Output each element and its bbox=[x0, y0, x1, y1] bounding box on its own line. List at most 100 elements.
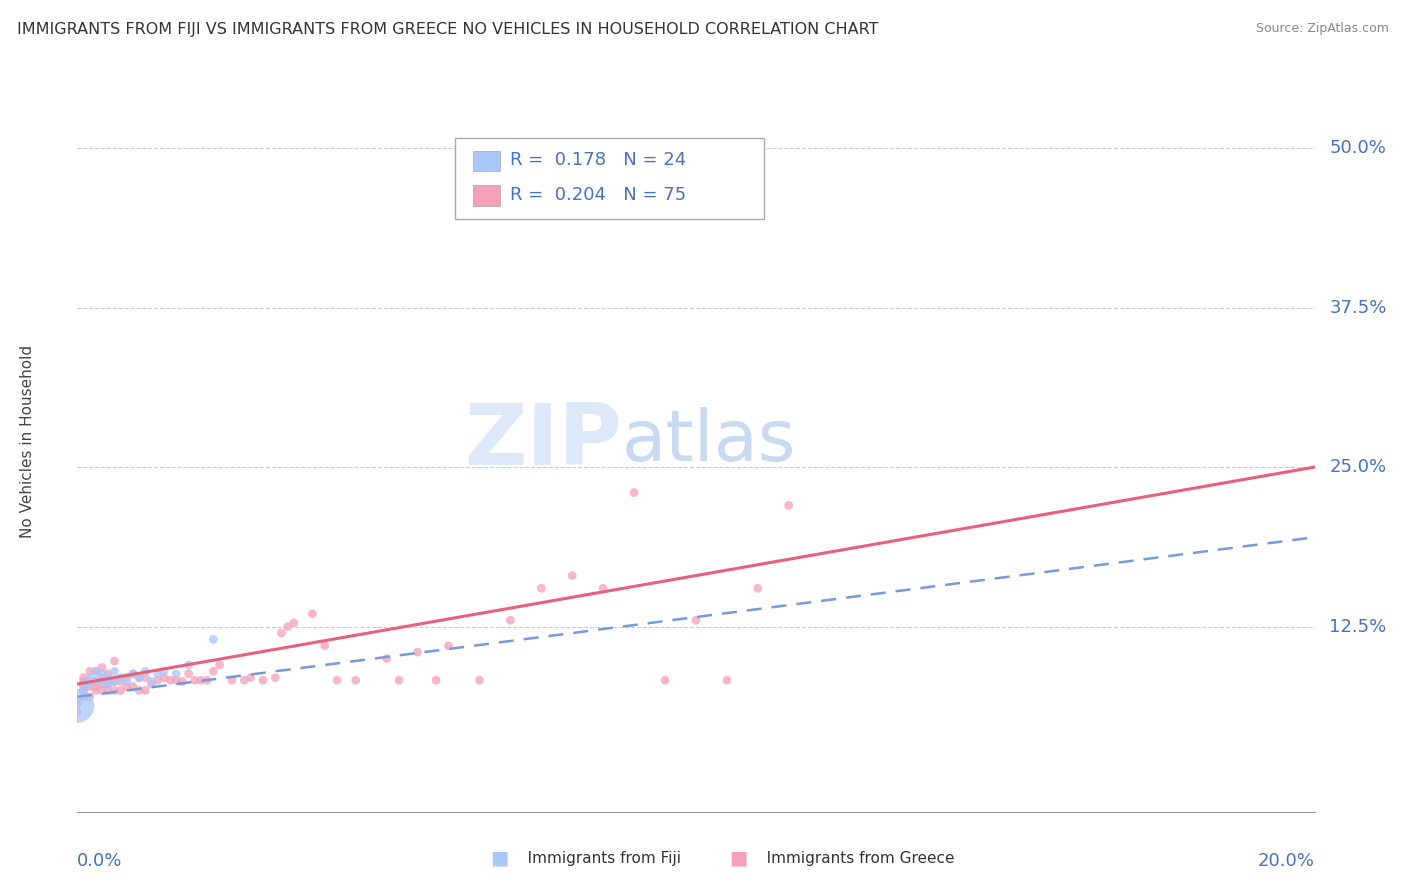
Point bbox=[252, 673, 274, 688]
Text: ■: ■ bbox=[728, 848, 748, 868]
Text: ■: ■ bbox=[489, 848, 509, 868]
Point bbox=[72, 674, 94, 689]
Point bbox=[97, 677, 120, 691]
Point bbox=[134, 665, 156, 679]
Point bbox=[115, 680, 138, 694]
Text: 25.0%: 25.0% bbox=[1330, 458, 1386, 476]
Point bbox=[103, 654, 125, 668]
Point bbox=[592, 582, 614, 596]
Point bbox=[103, 674, 125, 689]
Point bbox=[122, 680, 145, 694]
Point bbox=[128, 671, 150, 685]
Point bbox=[165, 673, 187, 688]
Point bbox=[165, 666, 187, 681]
Point bbox=[84, 673, 107, 688]
Text: atlas: atlas bbox=[621, 407, 796, 476]
Point bbox=[115, 671, 138, 685]
FancyBboxPatch shape bbox=[474, 151, 501, 171]
Point bbox=[221, 673, 243, 688]
Point bbox=[72, 690, 94, 704]
Point bbox=[79, 680, 101, 694]
Point bbox=[91, 660, 114, 674]
Text: 50.0%: 50.0% bbox=[1330, 139, 1386, 157]
Point bbox=[437, 639, 460, 653]
Point bbox=[202, 632, 225, 647]
Text: 12.5%: 12.5% bbox=[1330, 617, 1386, 636]
Point bbox=[72, 683, 94, 698]
Point bbox=[84, 683, 107, 698]
Point bbox=[530, 582, 553, 596]
Point bbox=[103, 665, 125, 679]
Point bbox=[122, 666, 145, 681]
Point bbox=[79, 674, 101, 689]
Point bbox=[97, 666, 120, 681]
Point bbox=[79, 690, 101, 704]
Point bbox=[79, 665, 101, 679]
Text: R =  0.204   N = 75: R = 0.204 N = 75 bbox=[510, 186, 686, 204]
Point bbox=[499, 613, 522, 627]
Point bbox=[561, 568, 583, 582]
Point bbox=[326, 673, 349, 688]
Point bbox=[66, 696, 89, 710]
Point bbox=[79, 677, 101, 691]
Point bbox=[239, 671, 262, 685]
Point bbox=[425, 673, 447, 688]
Point bbox=[84, 665, 107, 679]
Point bbox=[344, 673, 367, 688]
Point bbox=[97, 671, 120, 685]
Point bbox=[778, 499, 800, 513]
Point bbox=[283, 615, 305, 630]
FancyBboxPatch shape bbox=[454, 138, 763, 219]
Point bbox=[146, 666, 169, 681]
Point bbox=[314, 639, 336, 653]
Point bbox=[159, 673, 181, 688]
Point bbox=[72, 677, 94, 691]
Point bbox=[190, 673, 212, 688]
Point bbox=[103, 674, 125, 689]
Point bbox=[110, 683, 132, 698]
Point bbox=[79, 671, 101, 685]
Point bbox=[184, 673, 207, 688]
Point bbox=[468, 673, 491, 688]
Point bbox=[84, 665, 107, 679]
Point bbox=[128, 683, 150, 698]
Point bbox=[141, 674, 163, 689]
Text: R =  0.178   N = 24: R = 0.178 N = 24 bbox=[510, 152, 686, 169]
Point bbox=[91, 674, 114, 689]
Text: 0.0%: 0.0% bbox=[77, 853, 122, 871]
Text: No Vehicles in Household: No Vehicles in Household bbox=[20, 345, 35, 538]
Point bbox=[146, 673, 169, 688]
Point bbox=[110, 671, 132, 685]
Point bbox=[177, 666, 200, 681]
Text: Immigrants from Greece: Immigrants from Greece bbox=[752, 851, 955, 865]
Point bbox=[747, 582, 769, 596]
Point bbox=[72, 671, 94, 685]
Point bbox=[264, 671, 287, 685]
Point bbox=[91, 666, 114, 681]
Point bbox=[153, 665, 176, 679]
Point bbox=[233, 673, 256, 688]
Point bbox=[277, 620, 299, 634]
Text: Source: ZipAtlas.com: Source: ZipAtlas.com bbox=[1256, 22, 1389, 36]
Point bbox=[91, 683, 114, 698]
FancyBboxPatch shape bbox=[474, 186, 501, 206]
Point bbox=[177, 657, 200, 672]
Point bbox=[91, 677, 114, 691]
Point bbox=[84, 674, 107, 689]
Point bbox=[122, 666, 145, 681]
Point bbox=[388, 673, 411, 688]
Point bbox=[115, 674, 138, 689]
Text: 37.5%: 37.5% bbox=[1330, 299, 1386, 317]
Point bbox=[66, 705, 89, 719]
Point bbox=[301, 607, 323, 621]
Point bbox=[172, 674, 194, 689]
Point bbox=[623, 485, 645, 500]
Text: Immigrants from Fiji: Immigrants from Fiji bbox=[513, 851, 681, 865]
Point bbox=[654, 673, 676, 688]
Point bbox=[208, 657, 231, 672]
Point bbox=[270, 626, 292, 640]
Point bbox=[406, 645, 429, 659]
Point bbox=[97, 677, 120, 691]
Point bbox=[202, 665, 225, 679]
Point bbox=[66, 698, 89, 713]
